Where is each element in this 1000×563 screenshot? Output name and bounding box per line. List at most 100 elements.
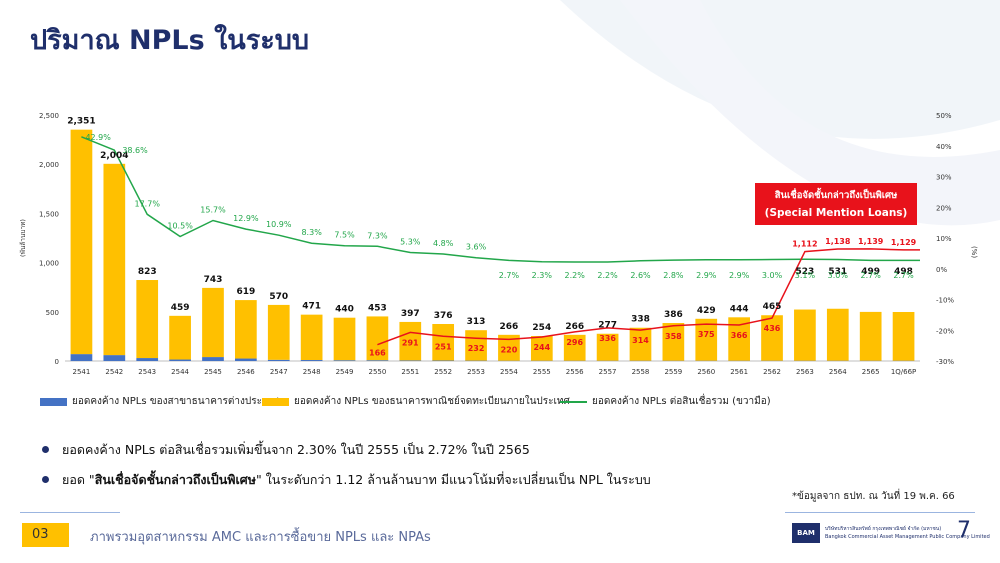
bullet-list: ยอดคงค้าง NPLs ต่อสินเชื่อรวมเพิ่มขึ้นจา…	[40, 440, 940, 500]
ratio-label: 38.6%	[122, 146, 148, 155]
ratio-label: 4.8%	[433, 239, 454, 248]
sml-label: 166	[369, 349, 386, 358]
x-tick-label: 2563	[796, 368, 814, 376]
bar-domestic	[859, 311, 882, 361]
sml-label: 220	[501, 345, 518, 354]
ratio-label: 12.9%	[233, 214, 259, 223]
y2-tick-label: 10%	[936, 235, 952, 243]
total-label: 619	[236, 287, 255, 297]
total-label: 440	[335, 305, 354, 315]
annotation-line2: (Special Mention Loans)	[765, 207, 908, 219]
sml-label: 1,129	[891, 238, 917, 247]
x-tick-label: 2565	[862, 368, 880, 376]
sml-label: 314	[632, 336, 649, 345]
bar-domestic	[103, 163, 126, 356]
ratio-label: 2.8%	[663, 271, 684, 280]
y2-tick-label: 30%	[936, 174, 952, 182]
ratio-label: 5.3%	[400, 237, 421, 246]
logo-mark: BAM	[792, 523, 820, 543]
total-label: 465	[763, 302, 782, 312]
logo-mark-text: BAM	[797, 529, 815, 537]
x-tick-label: 2561	[730, 368, 748, 376]
bar-foreign	[70, 354, 93, 361]
footer-divider	[785, 512, 975, 513]
x-tick-label: 2556	[566, 368, 584, 376]
sml-line	[377, 248, 920, 346]
footer-divider	[20, 512, 120, 513]
data-labels: 2,351 2,004 823 459 743 619 570 471 440 453 397 376…	[67, 117, 917, 358]
total-label: 397	[401, 309, 420, 319]
page-number: 7	[957, 518, 971, 543]
ratio-label: 2.7%	[893, 271, 914, 280]
total-label: 570	[269, 292, 288, 302]
bullet-text: ยอดคงค้าง NPLs ต่อสินเชื่อรวมเพิ่มขึ้นจา…	[62, 442, 530, 457]
ratio-label: 2.7%	[861, 271, 882, 280]
total-label: 499	[861, 267, 880, 277]
bullet-dot-icon	[42, 446, 49, 453]
x-tick-label: 2553	[467, 368, 485, 376]
sml-label: 291	[402, 338, 419, 347]
y-tick-label: 2,000	[39, 161, 59, 169]
sml-label: 244	[533, 343, 550, 352]
bar-domestic	[70, 129, 93, 355]
y2-tick-label: -20%	[936, 327, 954, 335]
y-axis-title: (พันล้านบาท)	[19, 219, 27, 257]
bar-domestic	[136, 280, 159, 359]
ratio-label: 2.7%	[499, 271, 520, 280]
x-tick-label: 2542	[105, 368, 123, 376]
sml-label: 232	[468, 344, 485, 353]
bar-domestic	[794, 309, 816, 361]
total-label: 471	[302, 302, 321, 312]
y2-tick-label: 20%	[936, 204, 952, 212]
total-label: 266	[565, 322, 584, 332]
total-label: 376	[434, 311, 453, 321]
line-series	[81, 136, 920, 346]
legend-label-foreign: ยอดคงค้าง NPLs ของสาขาธนาคารต่างประเทศ	[72, 396, 279, 407]
ratio-label: 3.6%	[466, 243, 487, 252]
logo-line-th: บริษัทบริหารสินทรัพย์ กรุงเทพพาณิชย์ จำก…	[825, 526, 942, 532]
x-tick-label: 2545	[204, 368, 222, 376]
x-tick-label: 2547	[270, 368, 288, 376]
bar-foreign	[333, 360, 356, 361]
ratio-label: 10.9%	[266, 220, 292, 229]
total-label: 277	[598, 321, 617, 331]
ratio-label: 3.0%	[762, 271, 783, 280]
sml-label: 296	[566, 338, 583, 347]
x-tick-label: 2544	[171, 368, 189, 376]
y2-axis-title: (%)	[970, 246, 978, 258]
bar-series	[70, 129, 915, 361]
bar-domestic	[498, 334, 520, 361]
x-tick-label: 2543	[138, 368, 156, 376]
sml-label: 375	[698, 330, 715, 339]
bar-domestic	[596, 333, 619, 361]
ratio-label: 2.2%	[597, 271, 618, 280]
sml-label: 1,139	[858, 237, 884, 246]
sml-label: 1,112	[792, 240, 817, 249]
sml-label: 251	[435, 342, 452, 351]
sml-label: 336	[599, 334, 616, 343]
legend-item-domestic: ยอดคงค้าง NPLs ของธนาคารพาณิชย์จดทะเบียน…	[262, 394, 570, 409]
bar-domestic	[366, 316, 389, 361]
bullet-text-pre: ยอด "	[62, 472, 95, 487]
x-tick-label: 1Q/66P	[891, 368, 916, 376]
total-label: 254	[532, 323, 551, 333]
bar-foreign	[366, 360, 389, 361]
ratio-line	[81, 136, 920, 263]
ratio-label: 3.1%	[795, 271, 816, 280]
sml-label: 358	[665, 332, 682, 341]
total-label: 2,004	[100, 151, 128, 161]
bar-domestic	[432, 324, 455, 361]
total-label: 823	[138, 267, 157, 277]
bar-domestic	[333, 317, 356, 361]
legend-swatch-green-line	[560, 400, 587, 403]
legend-item-foreign: ยอดคงค้าง NPLs ของสาขาธนาคารต่างประเทศ	[40, 394, 278, 409]
sml-label: 1,138	[825, 237, 851, 246]
ratio-label: 2.9%	[696, 271, 717, 280]
logo-text: บริษัทบริหารสินทรัพย์ กรุงเทพพาณิชย์ จำก…	[825, 525, 990, 541]
bullet-dot-icon	[42, 476, 49, 483]
x-tick-label: 2559	[664, 368, 682, 376]
x-tick-label: 2562	[763, 368, 781, 376]
footer-title: ภาพรวมอุตสาหกรรม AMC และการซื้อขาย NPLs …	[90, 530, 431, 545]
